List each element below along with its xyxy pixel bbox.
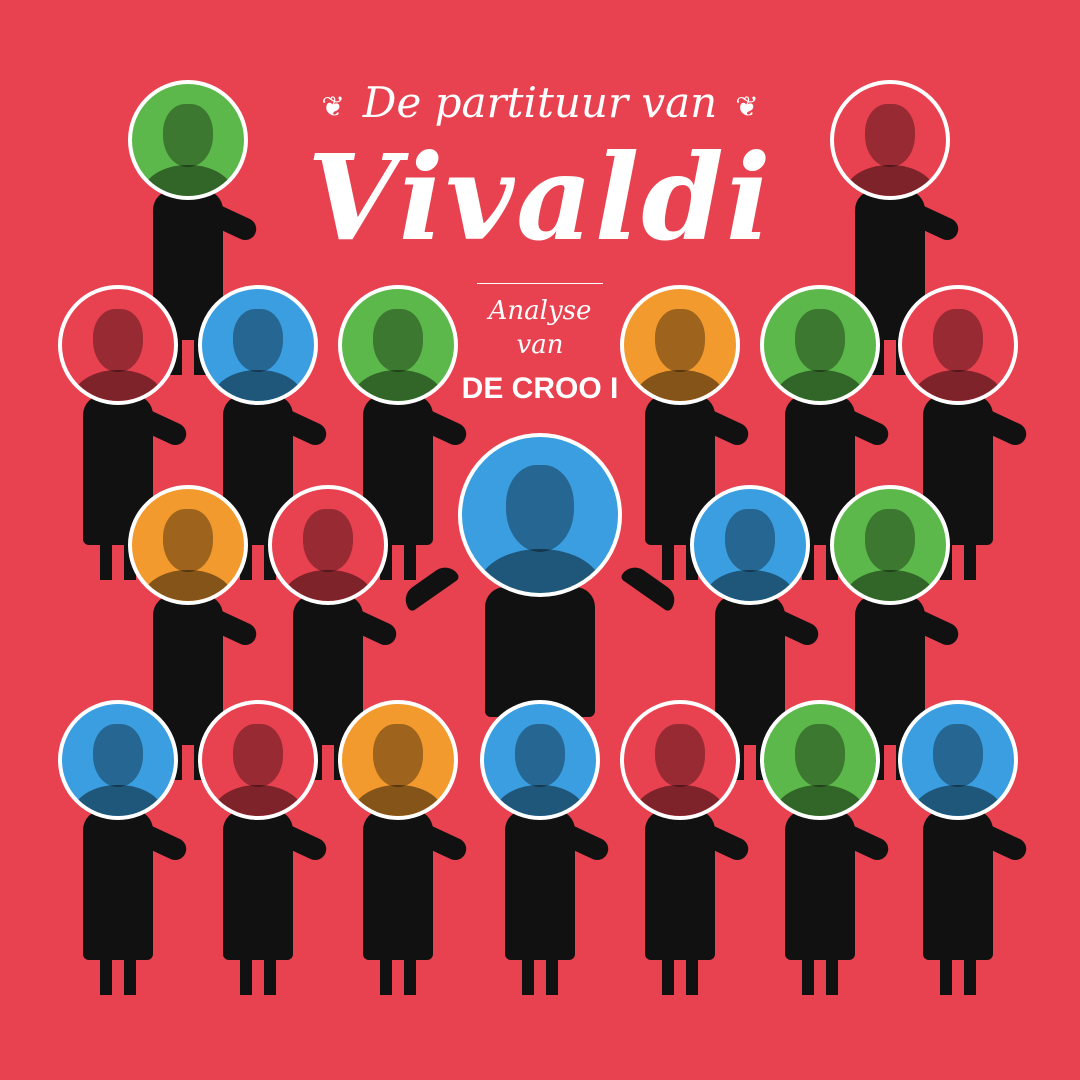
- silhouette-leg: [940, 955, 952, 995]
- portrait-face: [865, 509, 915, 572]
- portrait-shoulders: [213, 784, 303, 816]
- portrait-face: [933, 309, 983, 372]
- ornament-left-icon: ❦: [321, 89, 345, 123]
- silhouette-leg: [522, 955, 534, 995]
- title: Vivaldi: [307, 128, 773, 267]
- silhouette-leg: [662, 540, 674, 580]
- portrait-face: [795, 724, 845, 787]
- ornament-right-icon: ❦: [735, 89, 759, 123]
- portrait: [338, 285, 458, 405]
- silhouette-leg: [380, 955, 392, 995]
- portrait-face: [93, 724, 143, 787]
- portrait-face: [93, 309, 143, 372]
- analyse-label: Analyse: [488, 296, 592, 326]
- portrait-face: [865, 104, 915, 167]
- portrait-face: [233, 309, 283, 372]
- portrait-face: [725, 509, 775, 572]
- portrait-face: [933, 724, 983, 787]
- portrait-shoulders: [353, 784, 443, 816]
- portrait-shoulders: [635, 369, 725, 401]
- portrait: [620, 700, 740, 820]
- portrait-shoulders: [143, 164, 233, 196]
- portrait-shoulders: [635, 784, 725, 816]
- portrait: [198, 285, 318, 405]
- portrait: [690, 485, 810, 605]
- portrait-face: [515, 724, 565, 787]
- silhouette-leg: [404, 540, 416, 580]
- portrait-face: [795, 309, 845, 372]
- silhouette-leg: [546, 955, 558, 995]
- portrait: [760, 285, 880, 405]
- portrait-shoulders: [495, 784, 585, 816]
- silhouette-leg: [100, 955, 112, 995]
- portrait-face: [303, 509, 353, 572]
- silhouette-leg: [100, 540, 112, 580]
- portrait-shoulders: [845, 164, 935, 196]
- silhouette-leg: [240, 955, 252, 995]
- portrait-shoulders: [477, 549, 603, 593]
- portrait-shoulders: [845, 569, 935, 601]
- portrait: [128, 485, 248, 605]
- portrait-shoulders: [775, 369, 865, 401]
- portrait: [458, 433, 622, 597]
- portrait: [620, 285, 740, 405]
- portrait-shoulders: [705, 569, 795, 601]
- portrait: [830, 80, 950, 200]
- silhouette-leg: [964, 540, 976, 580]
- portrait-face: [163, 509, 213, 572]
- portrait-shoulders: [73, 369, 163, 401]
- portrait-shoulders: [283, 569, 373, 601]
- portrait-shoulders: [73, 784, 163, 816]
- silhouette-body: [485, 587, 595, 717]
- portrait: [198, 700, 318, 820]
- portrait: [830, 485, 950, 605]
- portrait-shoulders: [213, 369, 303, 401]
- subject-label: DE CROO I: [461, 372, 619, 405]
- portrait-face: [163, 104, 213, 167]
- silhouette-leg: [264, 955, 276, 995]
- portrait: [58, 700, 178, 820]
- silhouette-leg: [686, 955, 698, 995]
- portrait-face: [233, 724, 283, 787]
- divider: [477, 283, 603, 284]
- silhouette-leg: [802, 955, 814, 995]
- portrait-face: [655, 724, 705, 787]
- portrait: [268, 485, 388, 605]
- portrait-shoulders: [143, 569, 233, 601]
- portrait-shoulders: [913, 369, 1003, 401]
- silhouette-leg: [964, 955, 976, 995]
- silhouette-leg: [124, 955, 136, 995]
- portrait-shoulders: [353, 369, 443, 401]
- portrait-shoulders: [913, 784, 1003, 816]
- pretitle: ❦ De partituur van ❦: [321, 78, 759, 127]
- portrait: [58, 285, 178, 405]
- portrait: [898, 285, 1018, 405]
- portrait: [898, 700, 1018, 820]
- portrait-face: [373, 309, 423, 372]
- portrait-face: [373, 724, 423, 787]
- silhouette-leg: [404, 955, 416, 995]
- portrait: [338, 700, 458, 820]
- van-label: van: [516, 330, 564, 360]
- portrait-face: [655, 309, 705, 372]
- portrait: [480, 700, 600, 820]
- silhouette-leg: [826, 955, 838, 995]
- portrait: [760, 700, 880, 820]
- portrait-face: [505, 465, 575, 553]
- portrait: [128, 80, 248, 200]
- silhouette-leg: [662, 955, 674, 995]
- portrait-shoulders: [775, 784, 865, 816]
